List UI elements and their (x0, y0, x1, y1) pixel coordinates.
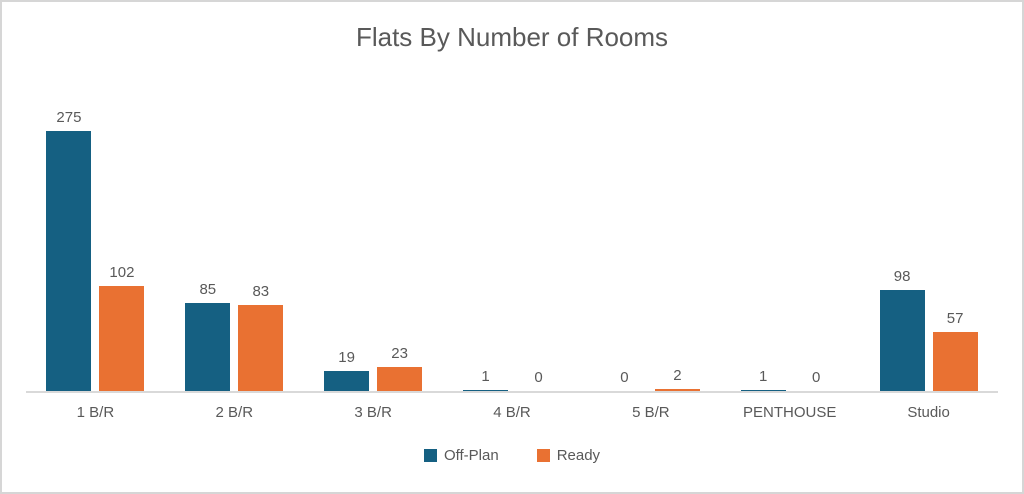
bar-value-label: 19 (338, 349, 355, 367)
legend: Off-Plan Ready (2, 447, 1022, 464)
bar-value-label: 1 (759, 368, 768, 386)
bar (99, 286, 145, 392)
bar-value-label: 83 (252, 283, 270, 301)
bar-value-label: 2 (673, 367, 682, 385)
bar-wrap: 275 (46, 109, 92, 392)
category-label: PENTHOUSE (743, 404, 837, 422)
legend-label: Off-Plan (443, 447, 499, 465)
bar-wrap: 0 (602, 109, 647, 391)
bar-wrap: 85 (185, 109, 231, 392)
category-label: 5 B/R (632, 404, 670, 422)
bar (185, 303, 231, 392)
bar (377, 367, 423, 392)
bar (324, 371, 370, 392)
legend-swatch-icon (536, 449, 550, 463)
bar-group: 85 83 (165, 109, 304, 392)
bar-wrap: 57 (932, 109, 978, 392)
legend-swatch-icon (423, 449, 437, 463)
bar-value-label: 1 (481, 368, 490, 386)
bar-value-label: 85 (199, 281, 217, 299)
bar (740, 390, 786, 392)
bar (654, 389, 700, 392)
bar (238, 305, 284, 392)
bar-value-label: 275 (56, 109, 82, 127)
bar-wrap: 83 (238, 109, 284, 392)
bar-group: 98 57 (859, 109, 998, 392)
bar-group: 19 23 (304, 109, 443, 392)
bar-value-label: 57 (946, 310, 964, 328)
bar-wrap: 23 (377, 109, 423, 392)
bar (879, 290, 925, 392)
category-label: 3 B/R (354, 404, 392, 422)
bar-wrap: 0 (516, 109, 561, 391)
bar-value-label: 0 (620, 369, 629, 387)
legend-item: Off-Plan (423, 447, 499, 465)
category-axis: 1 B/R 2 B/R 3 B/R 4 B/R 5 B/R PENTHOUSE Studio (26, 393, 998, 421)
bar-value-label: 98 (893, 268, 911, 286)
bar-wrap: 98 (879, 109, 925, 392)
bar-wrap: 0 (794, 109, 839, 391)
bar-wrap: 2 (654, 109, 700, 392)
bar-wrap: 102 (99, 109, 145, 392)
category-label: 2 B/R (215, 404, 254, 422)
bar-wrap: 19 (324, 109, 370, 392)
legend-item: Ready (536, 447, 601, 465)
bar-group: 275 102 (26, 109, 165, 392)
bar (932, 332, 978, 392)
legend-label: Ready (556, 447, 601, 465)
bar-wrap: 1 (740, 109, 786, 392)
bar-value-label: 102 (109, 264, 135, 282)
bar-value-label: 0 (812, 369, 821, 387)
category-label: Studio (907, 404, 950, 422)
category-label: 1 B/R (76, 404, 115, 422)
bar (463, 390, 508, 392)
bar-wrap: 1 (463, 109, 508, 392)
plot-area: 275 102 85 83 19 23 1 0 0 2 1 0 98 57 (26, 109, 998, 394)
bar-value-label: 23 (391, 345, 408, 363)
bar (46, 131, 92, 392)
category-label: 4 B/R (493, 404, 531, 422)
bar-value-label: 0 (534, 369, 543, 387)
chart-title: Flats By Number of Rooms (355, 22, 669, 52)
